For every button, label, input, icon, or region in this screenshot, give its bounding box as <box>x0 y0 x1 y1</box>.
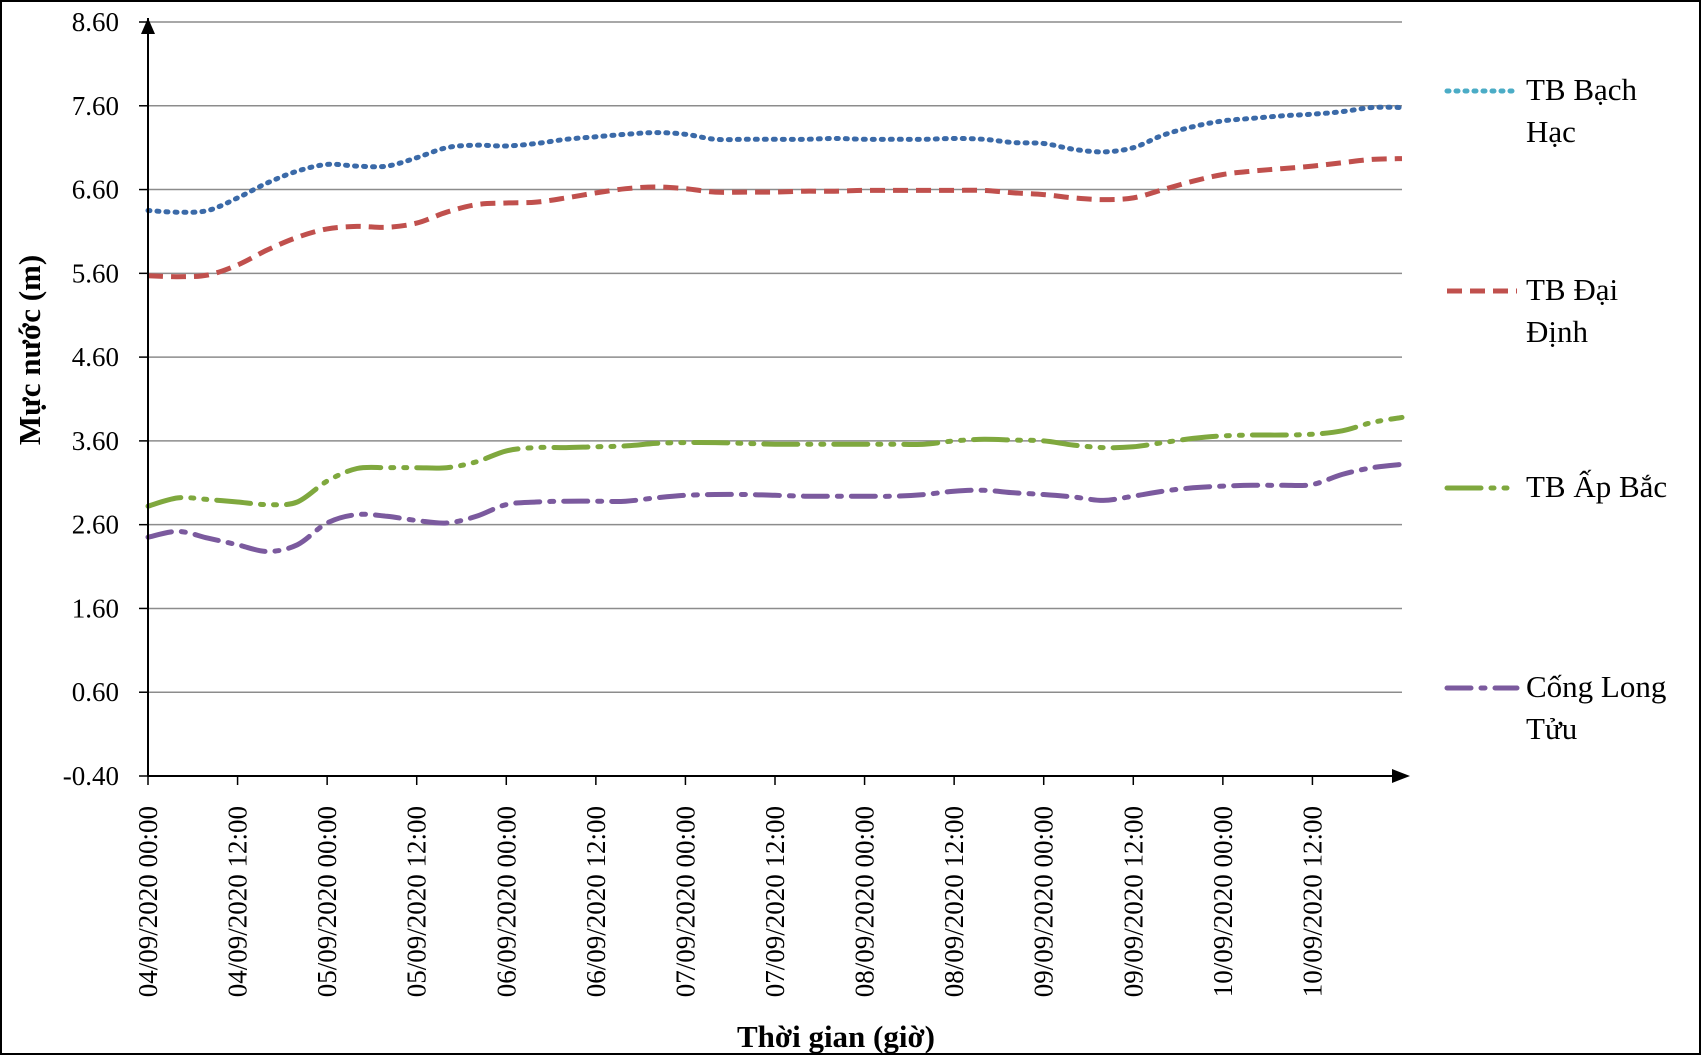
series-line-1 <box>145 104 1405 215</box>
x-tick-label: 07/09/2020 12:00 <box>760 806 790 997</box>
y-tick-label: -0.40 <box>63 761 119 791</box>
y-tick-label: 4.60 <box>72 342 119 372</box>
x-tick-label: 09/09/2020 12:00 <box>1118 806 1148 997</box>
y-tick-label: 1.60 <box>72 593 119 623</box>
x-tick-label: 06/09/2020 12:00 <box>581 806 611 997</box>
x-tick-label: 09/09/2020 00:00 <box>1029 806 1059 997</box>
y-tick-label: 2.60 <box>72 510 119 540</box>
x-tick-labels: 04/09/2020 00:00 04/09/2020 12:00 05/09/20… <box>133 806 1327 997</box>
x-tick-label: 07/09/2020 00:00 <box>670 806 700 997</box>
y-tick-label: 7.60 <box>72 91 119 121</box>
x-tick-label: 05/09/2020 00:00 <box>312 806 342 997</box>
x-tick-label: 08/09/2020 00:00 <box>850 806 880 997</box>
x-tick-label: 08/09/2020 12:00 <box>939 806 969 997</box>
legend: TB Bạch Hạc TB Đại Định TB Ấp Bắc Cống Long Tử… <box>1444 72 1667 746</box>
axes <box>141 18 1410 785</box>
x-tick-label: 06/09/2020 00:00 <box>491 806 521 997</box>
x-tick-label: 04/09/2020 12:00 <box>223 806 253 997</box>
legend-label-3: TB Ấp Bắc <box>1526 469 1667 504</box>
y-axis-arrow <box>141 18 155 34</box>
y-tick-labels: -0.40 0.60 1.60 2.60 3.60 4.60 5.60 6.60 7.60 8.6… <box>63 7 119 791</box>
legend-label-1: TB Bạch Hạc <box>1526 72 1638 149</box>
y-axis-title: Mực nước (m) <box>12 255 47 445</box>
y-tick-label: 0.60 <box>72 677 119 707</box>
grid-lines <box>139 21 1402 777</box>
y-tick-label: 8.60 <box>72 7 119 37</box>
series-layer <box>145 104 1405 554</box>
legend-label-2: TB Đại Định <box>1526 272 1619 349</box>
x-tick-label: 10/09/2020 00:00 <box>1208 806 1238 997</box>
series-line-4 <box>145 461 1405 554</box>
y-tick-label: 6.60 <box>72 175 119 205</box>
x-tick-label: 05/09/2020 12:00 <box>402 806 432 997</box>
x-tick-label: 10/09/2020 12:00 <box>1297 806 1327 997</box>
legend-label-4: Cống Long Tửu <box>1526 669 1666 746</box>
x-axis-arrow <box>1392 769 1410 783</box>
y-tick-label: 5.60 <box>72 258 119 288</box>
x-tick-label: 04/09/2020 00:00 <box>133 806 163 997</box>
series-line-2 <box>147 156 1403 280</box>
series-line-3 <box>145 414 1405 509</box>
x-axis-title: Thời gian (giờ) <box>737 1019 935 1054</box>
y-tick-label: 3.60 <box>72 426 119 456</box>
